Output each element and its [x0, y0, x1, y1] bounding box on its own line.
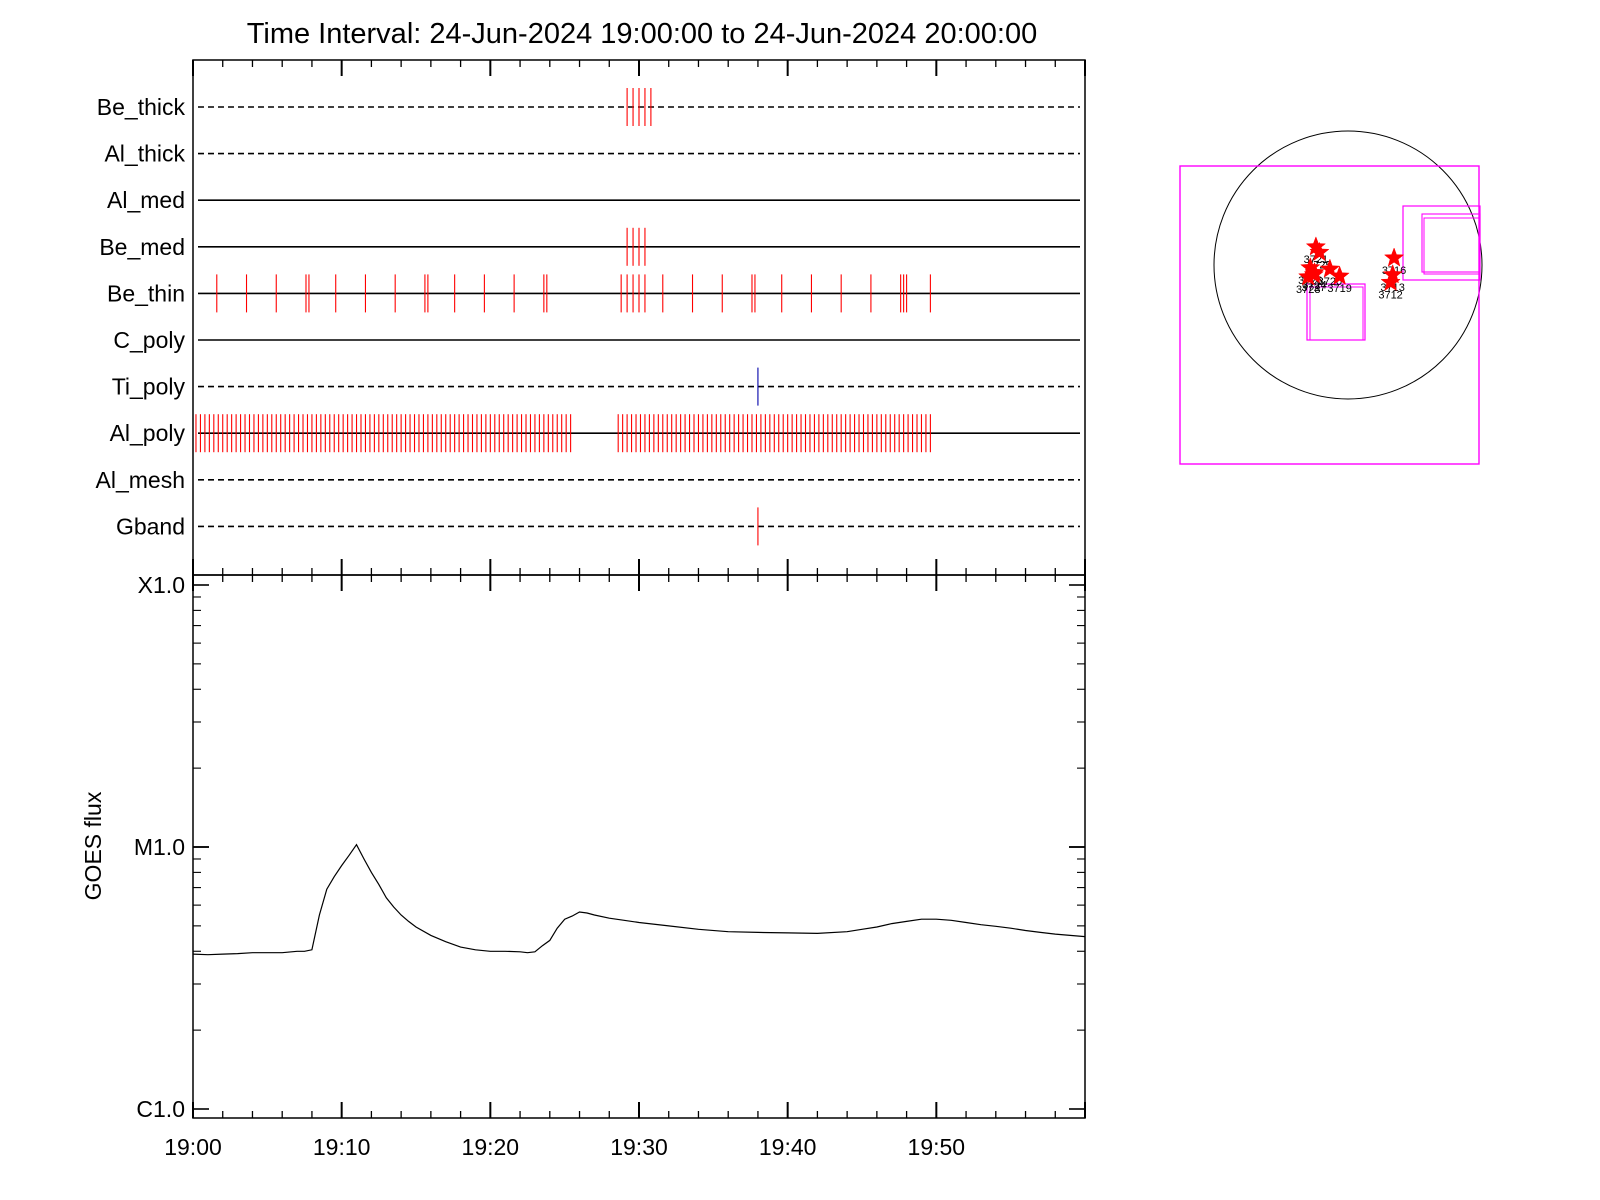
- solar-limb: [1213, 130, 1483, 400]
- filter-row-al-mesh: Al_mesh: [96, 467, 1080, 493]
- fov-box-limb-1: [1402, 205, 1481, 281]
- filter-label: Gband: [116, 513, 185, 539]
- filter-row-be-med: Be_med: [99, 227, 1080, 266]
- filter-label: Al_poly: [110, 420, 186, 446]
- filter-label: Be_thin: [107, 280, 185, 306]
- filter-label: Al_med: [107, 187, 185, 213]
- fov-box-limb-3: [1423, 217, 1481, 275]
- filter-row-gband: Gband: [116, 507, 1080, 546]
- filter-row-c-poly: C_poly: [113, 327, 1080, 353]
- x-tick-label: 19:50: [908, 1134, 966, 1160]
- filter-row-al-med: Al_med: [107, 187, 1080, 213]
- y-tick-label: C1.0: [136, 1096, 185, 1122]
- filter-row-be-thick: Be_thick: [97, 88, 1080, 126]
- y-axis-label: GOES flux: [80, 791, 106, 900]
- chart-title: Time Interval: 24-Jun-2024 19:00:00 to 2…: [247, 18, 1038, 50]
- filter-label: Be_med: [99, 234, 185, 260]
- sun-context-map: 3721372537163726372037243727372337193713…: [1179, 130, 1483, 465]
- goes-flux-line: [192, 843, 1086, 956]
- active-region: 3712: [1378, 271, 1403, 301]
- filter-label: C_poly: [113, 327, 185, 353]
- y-tick-label: X1.0: [138, 572, 185, 598]
- active-region-label: 3712: [1378, 289, 1402, 301]
- filter-row-al-thick: Al_thick: [104, 141, 1080, 167]
- active-region: 3723: [1296, 266, 1320, 296]
- filter-label: Ti_poly: [112, 374, 186, 400]
- x-tick-label: 19:20: [462, 1134, 520, 1160]
- filter-timeline-panel: Be_thick Al_thick Al_med Be_med Be_thin C_pol…: [96, 59, 1086, 576]
- active-region-star: [1319, 258, 1341, 278]
- active-region-label: 3719: [1327, 283, 1351, 295]
- fov-box-center-2: [1309, 286, 1364, 341]
- x-tick-label: 19:10: [313, 1134, 371, 1160]
- active-region-label: 3723: [1296, 284, 1320, 296]
- x-tick-label: 19:40: [759, 1134, 817, 1160]
- goes-flux-panel: 19:00 19:10 19:20 19:30 19:40 19:50 C1.0 M1.0 X1…: [80, 572, 1086, 1160]
- active-region-star: [1309, 241, 1330, 262]
- goes-frame: [192, 574, 1086, 1119]
- filter-row-al-poly: Al_poly: [110, 414, 1080, 453]
- fov-box-large: [1179, 165, 1480, 465]
- filter-row-be-thin: Be_thin: [107, 274, 1080, 313]
- filter-row-ti-poly: Ti_poly: [112, 367, 1080, 406]
- x-tick-label: 19:00: [164, 1134, 222, 1160]
- filter-label: Al_mesh: [96, 467, 185, 493]
- y-tick-label: M1.0: [134, 834, 185, 860]
- filter-label: Be_thick: [97, 94, 186, 120]
- timeline-frame: [192, 59, 1086, 576]
- active-region-star: [1380, 271, 1401, 292]
- fov-box-limb-2: [1421, 213, 1481, 273]
- active-region: 3719: [1327, 265, 1352, 295]
- active-region-star: [1329, 265, 1350, 285]
- active-region-star: [1298, 266, 1319, 286]
- active-region-star: [1383, 247, 1405, 267]
- active-region-label: 3727: [1302, 282, 1326, 294]
- x-tick-label: 19:30: [610, 1134, 668, 1160]
- filter-label: Al_thick: [104, 141, 185, 167]
